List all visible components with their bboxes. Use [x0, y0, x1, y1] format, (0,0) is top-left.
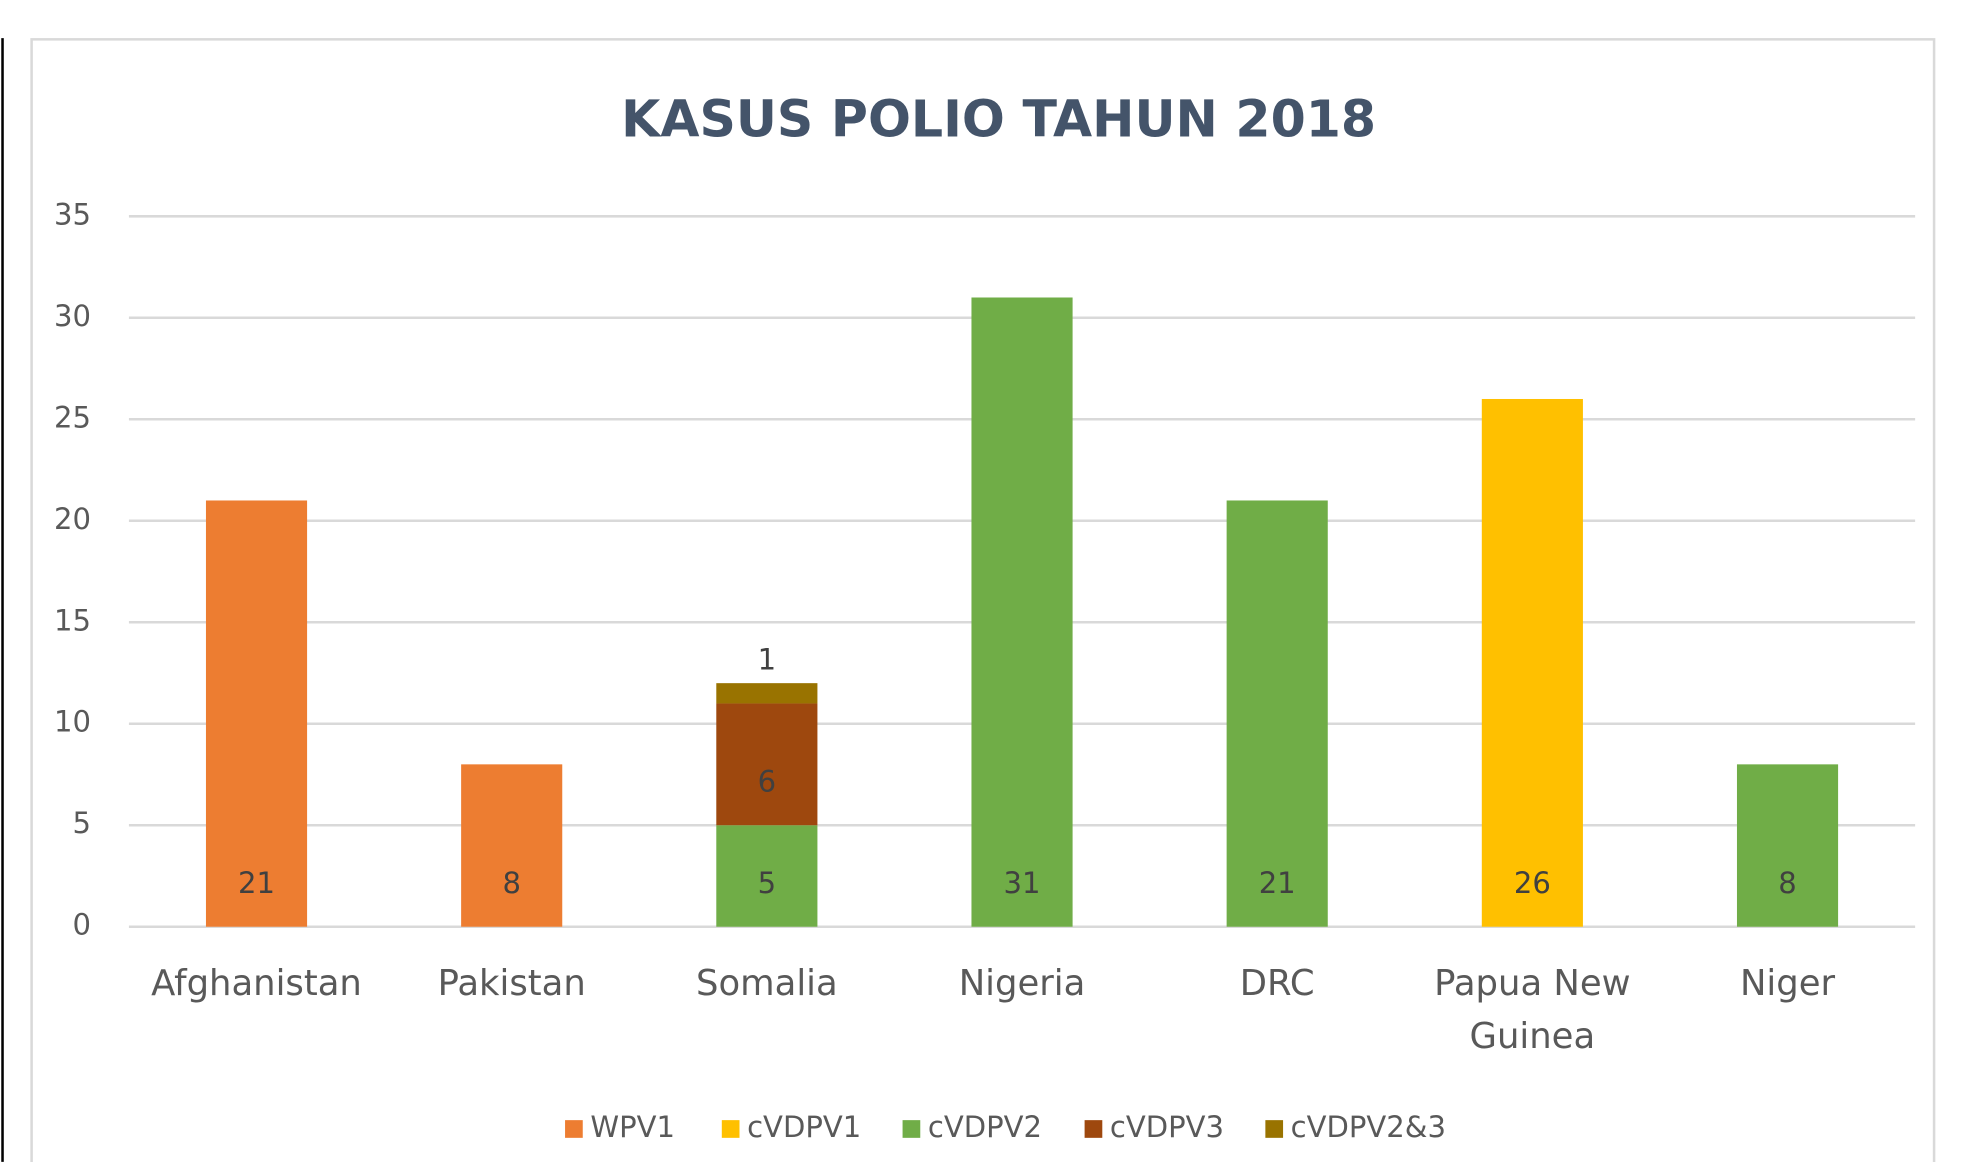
data-label: 1	[758, 643, 777, 677]
legend-swatch	[902, 1120, 921, 1138]
legend-label: cVDPV2&3	[1291, 1110, 1446, 1144]
x-label-box: Nigeria	[958, 962, 1086, 1004]
bar-segment	[716, 825, 818, 927]
bar-segment	[716, 683, 818, 704]
bar-segment	[1226, 500, 1328, 927]
x-label-box: DRC	[1239, 962, 1315, 1004]
data-label: 26	[1514, 866, 1551, 900]
legend-swatch	[565, 1120, 583, 1138]
y-tick-label: 15	[54, 603, 91, 637]
y-tick-label: 30	[54, 299, 91, 333]
legend-label: WPV1	[590, 1110, 675, 1144]
y-tick-label: 10	[54, 705, 91, 739]
data-label: 21	[1259, 866, 1296, 900]
data-label: 21	[238, 866, 275, 900]
data-label: 5	[758, 866, 777, 900]
x-tick-label: Afghanistan	[151, 962, 362, 1004]
bar-segment	[205, 500, 308, 927]
legend-label: cVDPV1	[747, 1110, 861, 1144]
data-label: 8	[1778, 866, 1797, 900]
x-tick-label: Somalia	[696, 962, 838, 1004]
legend-swatch	[721, 1120, 740, 1138]
bar-segment	[461, 764, 563, 927]
y-tick-label: 25	[54, 400, 91, 434]
x-label-box: Pakistan	[437, 962, 586, 1004]
x-tick-label: DRC	[1239, 962, 1315, 1004]
x-tick-label: Papua New Guinea	[1434, 962, 1631, 1057]
x-tick-label: Niger	[1739, 962, 1836, 1004]
data-label: 6	[758, 765, 777, 799]
legend-label: cVDPV2	[928, 1110, 1042, 1144]
legend-swatch	[1084, 1120, 1103, 1138]
bar-segment	[1736, 764, 1839, 927]
y-tick-label: 5	[73, 806, 92, 840]
y-tick-label: 35	[54, 197, 91, 231]
bar-segment	[1481, 398, 1583, 927]
legend-label: cVDPV3	[1110, 1110, 1224, 1144]
x-tick-label: Nigeria	[958, 962, 1086, 1004]
chart-title: KASUS POLIO TAHUN 2018	[621, 89, 1376, 148]
y-tick-label: 0	[73, 908, 92, 942]
x-label-box: Papua New Guinea	[1434, 962, 1631, 1057]
legend-swatch	[1265, 1120, 1284, 1138]
x-tick-label: Pakistan	[437, 962, 586, 1004]
bar-segment	[971, 297, 1073, 927]
x-label-box: Somalia	[696, 962, 838, 1004]
y-tick-label: 20	[54, 502, 91, 536]
data-label: 8	[502, 866, 521, 900]
bar-segment	[716, 703, 818, 826]
x-label-box: Afghanistan	[151, 962, 362, 1004]
x-label-box: Niger	[1739, 962, 1836, 1004]
data-label: 31	[1004, 866, 1041, 900]
